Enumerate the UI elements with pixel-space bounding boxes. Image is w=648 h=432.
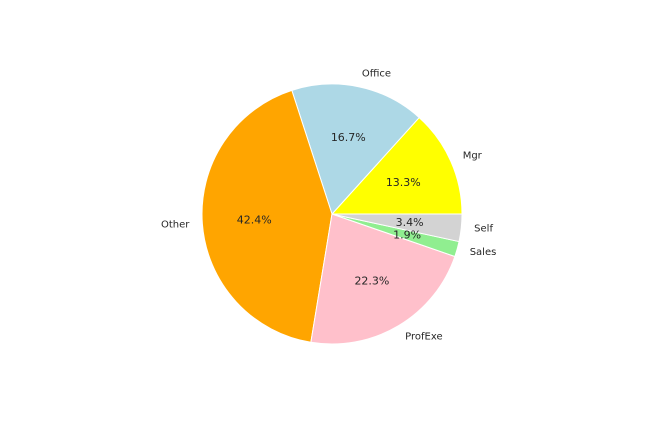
pie-slices	[201, 83, 463, 345]
category-label-sales: Sales	[470, 247, 497, 258]
category-label-other: Other	[161, 219, 190, 230]
pie-slice-office	[291, 83, 420, 215]
category-label-mgr: Mgr	[463, 150, 483, 161]
percent-labels: 13.3% 16.7% 42.4% 22.3% 1.9%3.4%	[237, 131, 424, 287]
percent-label-office: 16.7%	[331, 131, 366, 144]
pie-slice-other	[201, 89, 333, 343]
percent-label-mgr: 13.3%	[386, 176, 421, 189]
pie-slice-mgr	[331, 117, 463, 215]
percent-label-sales: 1.9%	[393, 229, 421, 242]
percent-label-profexe: 22.3%	[354, 275, 389, 288]
category-label-profexe: ProfExe	[405, 331, 442, 342]
category-labels: Mgr Office Other ProfExe Sales Self	[161, 69, 496, 343]
pie-slice-profexe	[310, 213, 456, 345]
category-label-self: Self	[474, 224, 493, 235]
category-label-office: Office	[362, 69, 391, 80]
percent-label-other: 42.4%	[237, 213, 272, 226]
percent-label-self: 3.4%	[396, 216, 424, 229]
pie-slice-self	[331, 213, 463, 243]
